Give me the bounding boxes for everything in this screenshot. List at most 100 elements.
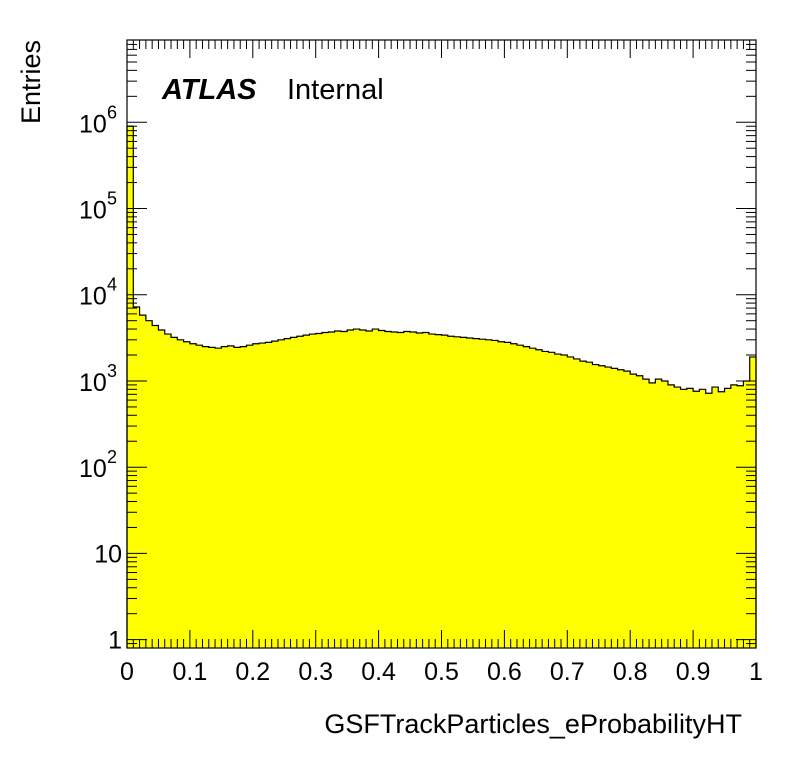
histogram-bar (315, 333, 323, 648)
histogram-bar (252, 343, 260, 648)
histogram-bar (353, 329, 361, 648)
histogram-bar (655, 379, 663, 648)
histogram-bar (535, 349, 543, 648)
axis-ticks (126, 39, 757, 649)
histogram-bar (573, 358, 581, 648)
histogram-bar (636, 375, 644, 648)
histogram-bar (674, 387, 682, 648)
histogram-bar (705, 393, 713, 648)
y-tick-label-exponent: 3 (107, 361, 117, 381)
histogram-bar (177, 339, 185, 648)
y-tick-label: 1 (108, 627, 122, 655)
histogram-bar (410, 331, 417, 648)
histogram-bar (485, 339, 493, 648)
histogram-bar (466, 337, 474, 648)
histogram-bar (598, 365, 606, 648)
histogram-bar (321, 332, 329, 648)
histogram-bar (642, 379, 650, 648)
histogram-bar (221, 346, 229, 648)
histogram-bar (630, 374, 638, 648)
histogram-bar (605, 367, 612, 648)
histogram-bar (586, 362, 594, 648)
histogram-bar (441, 335, 449, 648)
histogram-bar (579, 361, 587, 648)
histogram-bar (416, 332, 424, 648)
y-tick-label-exponent: 5 (107, 189, 117, 209)
histogram-bar (384, 331, 392, 648)
histogram-bar (523, 346, 531, 648)
histogram-bar (189, 343, 197, 648)
histogram-bar (284, 338, 292, 648)
internal-label: Internal (287, 74, 384, 106)
x-tick-label: 0.9 (676, 658, 711, 686)
histogram-bar (391, 331, 399, 648)
y-tick-label: 10 (79, 455, 107, 483)
histogram-bar (749, 356, 757, 648)
histogram-bar (296, 336, 304, 648)
y-axis-title: Entries (16, 40, 46, 124)
histogram-bar (265, 342, 273, 648)
x-tick-label: 0.5 (424, 658, 459, 686)
histogram-bar (479, 339, 487, 648)
histogram-bar (183, 341, 191, 648)
y-tick-label: 10 (79, 110, 107, 138)
histogram-bar (592, 364, 600, 648)
histogram-bar (510, 343, 518, 648)
histogram-bar (246, 345, 254, 648)
x-tick-label: 0 (120, 658, 134, 686)
histogram-bar (158, 329, 166, 648)
histogram-bar (277, 339, 285, 648)
histogram-bar (516, 345, 524, 648)
y-tick-label: 10 (79, 197, 107, 225)
histogram-bar (227, 345, 235, 648)
histogram-bar (730, 384, 738, 648)
x-tick-label: 0.4 (361, 658, 396, 686)
histogram-bar (472, 338, 480, 648)
histogram-bar (447, 336, 455, 648)
histogram-bar (611, 368, 619, 648)
histogram-bar (259, 343, 266, 648)
histogram-bar (152, 325, 160, 648)
histogram-bar (164, 334, 172, 648)
histogram-bar (366, 330, 373, 648)
histogram-bar (693, 391, 700, 648)
histogram-bar (422, 332, 430, 648)
histogram-bar (548, 352, 556, 648)
atlas-label: ATLAS (161, 74, 257, 106)
histogram-bar (139, 315, 147, 648)
histogram-bar (340, 331, 348, 648)
histogram-bar (529, 348, 537, 648)
x-tick-label: 0.3 (298, 658, 333, 686)
histogram-bar (567, 356, 575, 648)
histogram-bar (699, 389, 707, 648)
histogram-bar (498, 341, 505, 648)
histogram-bar (428, 334, 436, 648)
histogram-bar (196, 345, 204, 648)
x-tick-label: 0.7 (550, 658, 585, 686)
x-tick-label: 0.1 (173, 658, 208, 686)
y-tick-label: 10 (79, 369, 107, 397)
histogram-bar (328, 331, 336, 648)
histogram-bar (649, 382, 656, 648)
histogram-bar (334, 330, 342, 648)
x-tick-label: 1 (749, 658, 763, 686)
histogram-bar (460, 337, 468, 648)
histogram-bar (347, 329, 355, 648)
histogram-bar (378, 330, 386, 648)
histogram-bar (667, 384, 675, 648)
histogram-bar (737, 385, 745, 648)
histogram-bar (303, 335, 311, 648)
histogram-bar (290, 337, 298, 648)
histogram-bar (240, 346, 248, 648)
x-tick-label: 0.8 (613, 658, 648, 686)
histogram-bar (403, 331, 411, 648)
histogram-bar (724, 388, 732, 648)
histogram-bar (127, 126, 134, 648)
histogram-bar (309, 334, 317, 648)
histogram-bar (623, 371, 631, 648)
histogram-bar (397, 332, 405, 648)
histogram-bar (743, 380, 751, 648)
x-tick-label: 0.2 (235, 658, 270, 686)
histogram-outline (126, 125, 757, 648)
